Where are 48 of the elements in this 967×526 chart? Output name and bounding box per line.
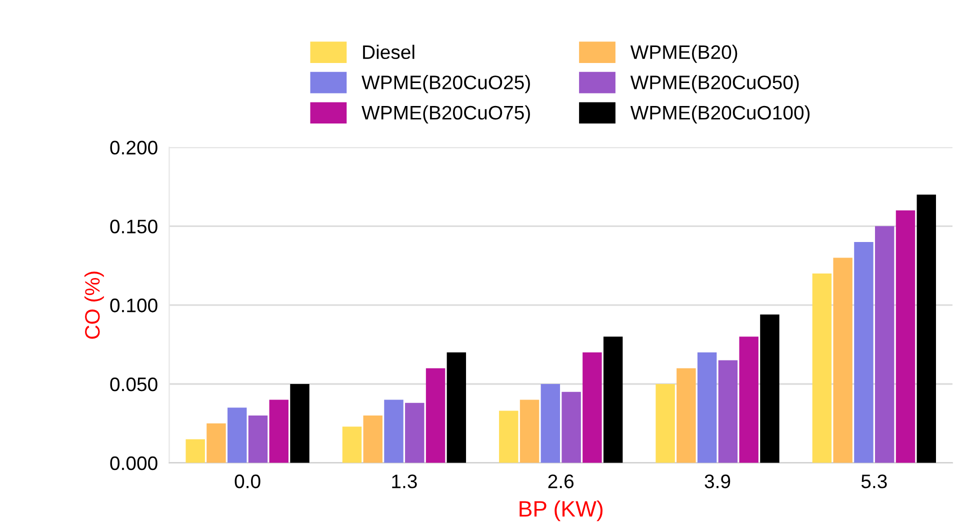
bar [228,408,247,463]
bar [896,210,916,463]
y-tick-label: 0.050 [110,377,158,392]
bar [760,314,780,463]
bar [916,194,936,463]
bar [186,439,205,463]
bar [812,274,832,463]
bar [520,400,540,463]
bar [854,242,874,463]
x-tick-label: 3.9 [704,474,730,488]
x-tick-label: 1.3 [392,474,417,488]
legend-label: WPME(B20CuO25) [362,75,530,94]
bar [739,336,758,463]
legend-label: WPME(B20) [630,44,738,63]
bar [363,416,382,463]
bar [875,226,894,463]
y-tick-label: 0.100 [110,298,158,312]
bar [718,360,738,463]
legend-label: WPME(B20CuO100) [630,105,810,124]
legend-label: Diesel [363,44,414,60]
bar [603,336,623,463]
legend-label: WPME(B20CuO50) [630,75,799,94]
bar [656,384,675,463]
legend-label: WPME(B20CuO75) [362,105,530,124]
bar [426,368,446,463]
bar [405,402,424,463]
bar [290,384,310,463]
bar [269,400,288,463]
bar [384,400,404,463]
y-axis-title: CO (%) [84,272,104,339]
y-tick-label: 0.000 [110,456,158,470]
x-axis-title: BP (KW) [520,500,602,522]
y-tick-label: 0.200 [110,140,158,155]
x-tick-label: 5.3 [861,474,887,488]
bar [562,392,581,463]
bar [676,368,696,463]
bar [248,416,268,463]
x-tick-label: 2.6 [548,474,574,488]
bar [206,423,226,463]
bar [540,384,560,463]
bar [342,426,362,463]
bar [833,258,852,463]
y-tick-label: 0.150 [110,220,158,234]
x-tick-label: 0.0 [234,474,260,488]
bar [499,410,518,463]
bar [446,352,466,463]
bar [697,352,717,463]
bar [582,352,602,463]
